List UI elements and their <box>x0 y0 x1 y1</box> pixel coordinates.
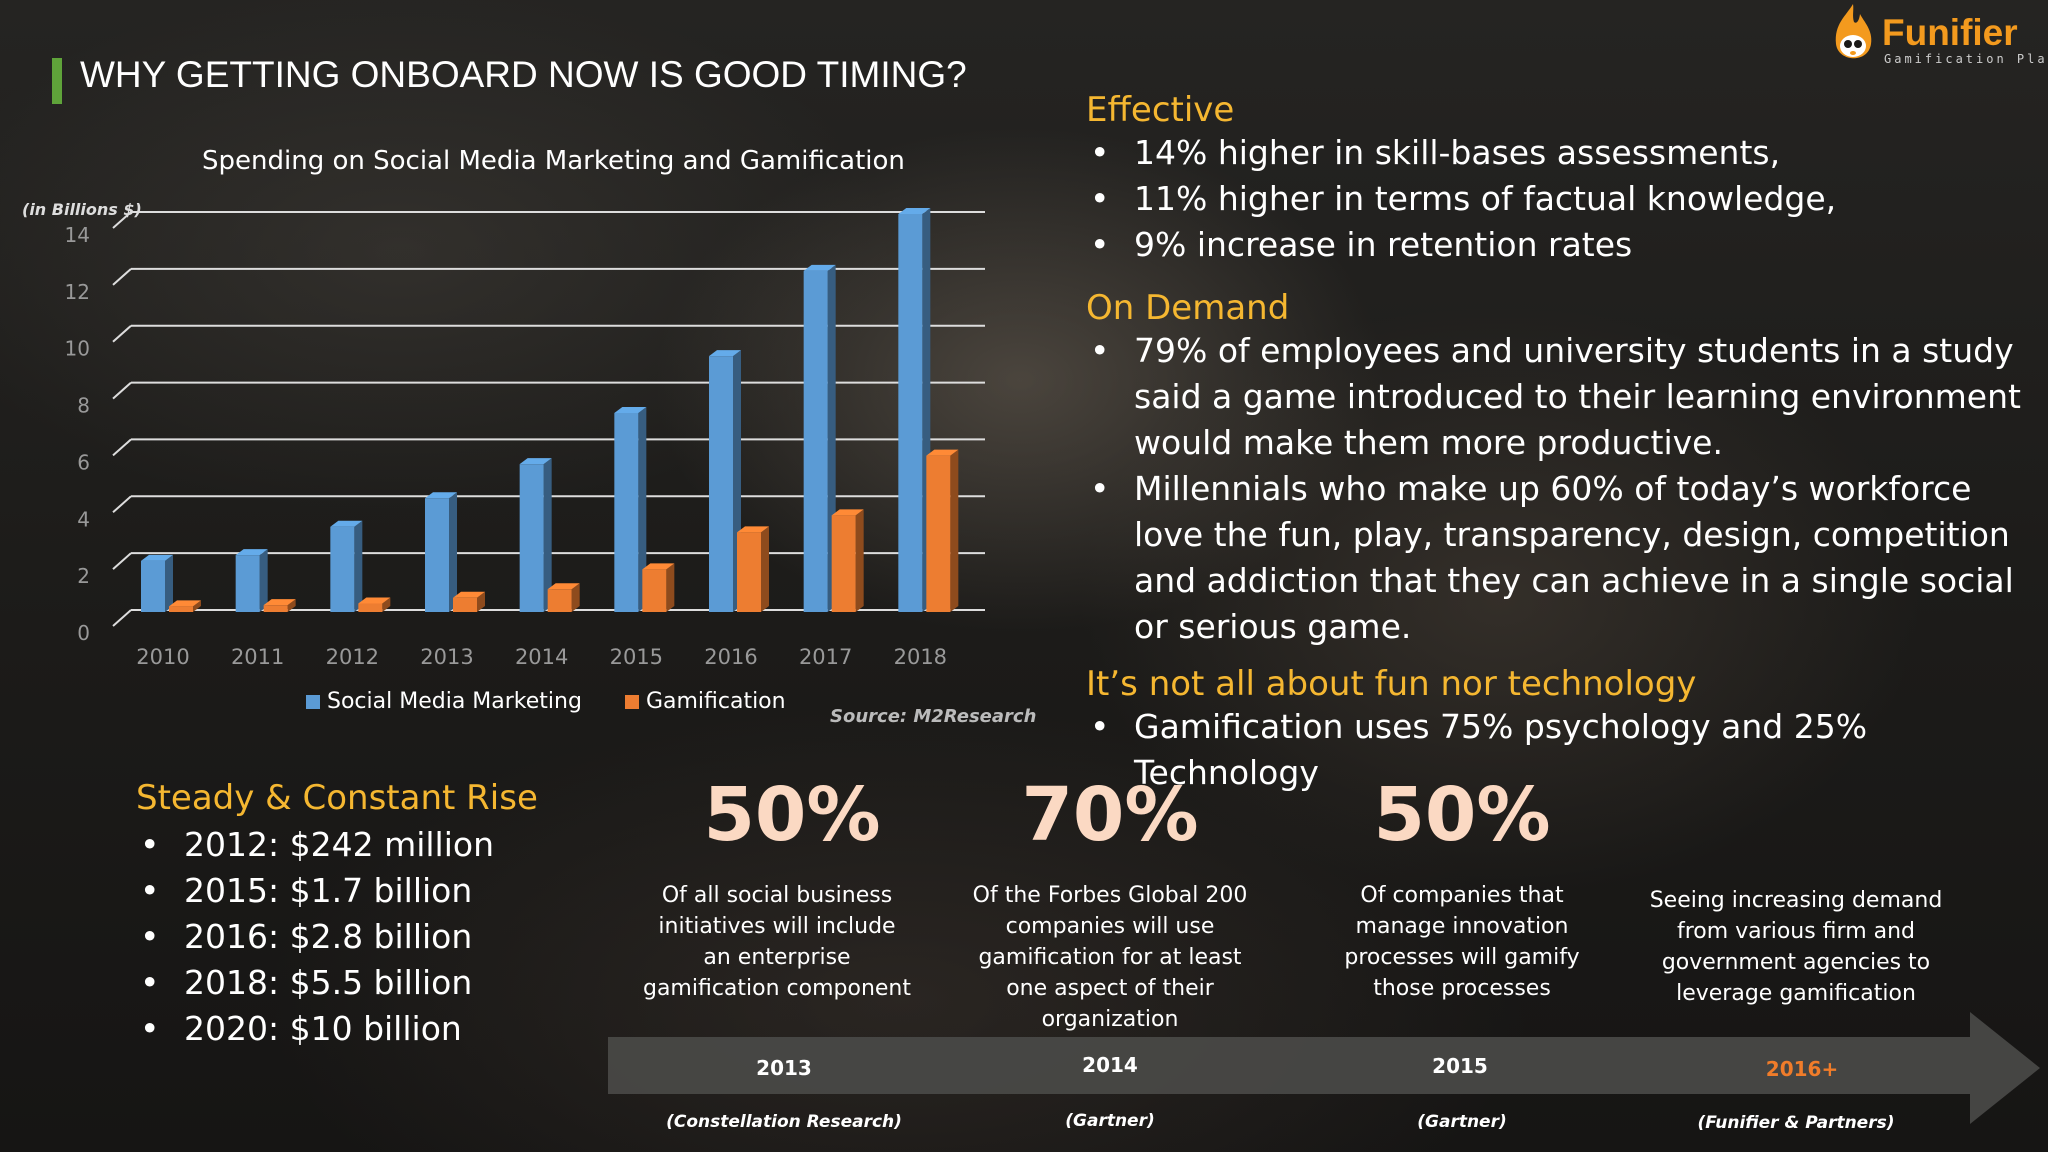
y-tick-label: 6 <box>77 450 90 474</box>
x-tick-label: 2012 <box>326 645 379 669</box>
bar-gamification-2015 <box>642 563 675 612</box>
chart-title: Spending on Social Media Marketing and G… <box>202 146 905 176</box>
y-tick-label: 8 <box>77 394 90 418</box>
title-accent-bar <box>52 58 62 104</box>
list-item: 2016: $2.8 billion <box>136 914 636 960</box>
stat-percent-2013: 50% <box>703 772 881 858</box>
section-heading-on-demand: On Demand <box>1086 288 1290 328</box>
y-tick-label: 0 <box>77 621 90 645</box>
timeline-year-2014: 2014 <box>1082 1053 1138 1077</box>
legend-item-social-media: Social Media Marketing <box>306 689 582 714</box>
legend-label-gamification: Gamification <box>645 688 786 714</box>
stat-percent-2014: 70% <box>1021 772 1199 858</box>
y-tick-label: 4 <box>77 507 90 531</box>
y-tick-label: 2 <box>77 564 90 588</box>
stat-desc-2016: Seeing increasing demand from various fi… <box>1649 888 1943 1006</box>
timeline-arrow <box>608 1012 2040 1124</box>
list-item: 79% of employees and university students… <box>1086 328 2036 466</box>
stat-desc-2014: Of the Forbes Global 200 companies will … <box>972 883 1248 1032</box>
x-tick-label: 2016 <box>704 645 757 669</box>
bar-gamification-2018 <box>926 449 959 612</box>
y-tick-label: 10 <box>65 337 90 361</box>
legend-swatch-social-media <box>306 694 320 709</box>
flame-mascot-icon <box>1835 4 1872 59</box>
grid-line-depth <box>112 609 132 627</box>
timeline-year-2015: 2015 <box>1432 1054 1488 1078</box>
bar-gamification-2011 <box>263 599 296 612</box>
rise-list: 2012: $242 million 2015: $1.7 billion 20… <box>136 822 636 1052</box>
y-axis-unit-label: (in Billions $) <box>22 200 142 219</box>
chart-legend: Social Media Marketing Gamification <box>306 688 796 714</box>
x-tick-label: 2010 <box>136 645 189 669</box>
fun-technology-list: Gamification uses 75% psychology and 25%… <box>1086 704 2036 796</box>
bar-gamification-2010 <box>169 600 201 612</box>
bar-social-media-marketing-2016 <box>709 350 741 612</box>
x-tick-label: 2014 <box>515 645 568 669</box>
bar-gamification-2012 <box>358 597 391 612</box>
bar-gamification-2014 <box>547 583 580 612</box>
timeline-year-2013: 2013 <box>756 1056 812 1080</box>
list-item: 11% higher in terms of factual knowledge… <box>1086 176 2036 222</box>
list-item: 2018: $5.5 billion <box>136 960 636 1006</box>
bar-chart: (in Billions $) 0 2 4 6 8 10 12 14 2010 2011 2012 20… <box>22 200 985 669</box>
timeline-source-2014: (Gartner) <box>1065 1111 1155 1131</box>
bar-social-media-marketing-2015 <box>614 407 647 612</box>
effective-list: 14% higher in skill-bases assessments, 1… <box>1086 130 2036 268</box>
grid-line-depth <box>112 552 132 570</box>
on-demand-list: 79% of employees and university students… <box>1086 328 2036 650</box>
list-item: 2015: $1.7 billion <box>136 868 636 914</box>
grid-line-depth <box>112 268 132 286</box>
timeline-year-2016: 2016+ <box>1765 1057 1839 1081</box>
list-item: 2020: $10 billion <box>136 1006 636 1052</box>
bar-social-media-marketing-2011 <box>235 549 268 612</box>
grid-line-depth <box>112 438 132 457</box>
grid-line-depth <box>112 324 132 343</box>
bar-social-media-marketing-2014 <box>519 458 552 612</box>
legend-swatch-gamification <box>624 694 639 709</box>
rise-heading: Steady & Constant Rise <box>136 778 538 818</box>
bar-gamification-2017 <box>831 509 864 612</box>
x-tick-label: 2017 <box>799 645 852 669</box>
timeline-source-2015: (Gartner) <box>1417 1112 1507 1132</box>
bar-social-media-marketing-2012 <box>330 520 363 612</box>
bar-gamification-2016 <box>737 526 769 612</box>
timeline-source-2016: (Funifier & Partners) <box>1697 1113 1895 1133</box>
x-tick-label: 2015 <box>610 645 663 669</box>
grid-line-depth <box>112 381 132 400</box>
legend-label-social-media: Social Media Marketing <box>327 688 582 714</box>
list-item: 9% increase in retention rates <box>1086 222 2036 268</box>
logo-name: Funifier <box>1882 12 2018 53</box>
page-title: WHY GETTING ONBOARD NOW IS GOOD TIMING? <box>80 54 967 95</box>
list-item: 2012: $242 million <box>136 822 636 868</box>
list-item: Millennials who make up 60% of today’s w… <box>1086 466 2036 650</box>
bar-social-media-marketing-2010 <box>141 554 173 612</box>
chart-bars <box>141 208 959 612</box>
y-tick-label: 14 <box>65 223 90 247</box>
grid-line-depth <box>112 211 132 229</box>
section-heading-effective: Effective <box>1086 90 1235 130</box>
x-tick-label: 2018 <box>894 645 947 669</box>
chart-source: Source: M2Research <box>830 706 1037 727</box>
stat-desc-2015: Of companies that manage innovation proc… <box>1344 883 1580 1001</box>
stat-desc-2013: Of all social business initiatives will … <box>642 883 912 1001</box>
y-tick-label: 12 <box>65 280 90 304</box>
x-tick-label: 2013 <box>420 645 473 669</box>
list-item: 14% higher in skill-bases assessments, <box>1086 130 2036 176</box>
timeline-source-2013: (Constellation Research) <box>666 1112 902 1132</box>
list-item: Gamification uses 75% psychology and 25%… <box>1086 704 2036 796</box>
x-tick-label: 2011 <box>231 645 284 669</box>
stat-percent-2015: 50% <box>1373 772 1551 858</box>
chart-labels: (in Billions $) 0 2 4 6 8 10 12 14 2010 2011 2012 20… <box>22 200 947 669</box>
bar-social-media-marketing-2018 <box>898 208 931 612</box>
bar-social-media-marketing-2013 <box>425 492 457 612</box>
bar-social-media-marketing-2017 <box>803 264 836 612</box>
grid-line-depth <box>112 495 132 514</box>
section-heading-fun-technology: It’s not all about fun nor technology <box>1086 664 1697 704</box>
logo-tagline: Gamification Platform <box>1884 52 2048 66</box>
benefits-column: Effective 14% higher in skill-bases asse… <box>1086 90 2036 796</box>
bar-gamification-2013 <box>453 591 485 612</box>
legend-item-gamification: Gamification <box>624 688 786 714</box>
